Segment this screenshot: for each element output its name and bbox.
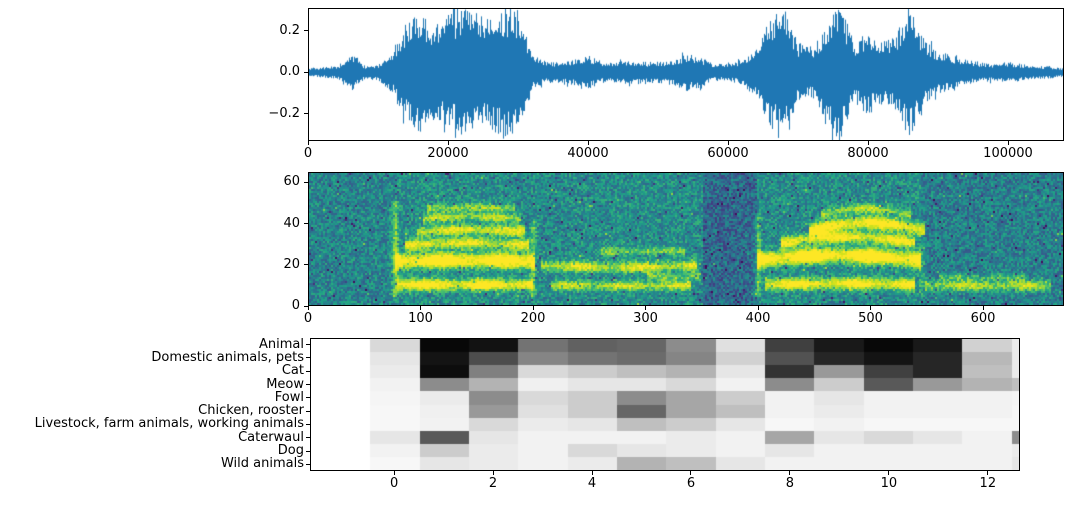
x-tick-mark xyxy=(587,141,589,145)
class-row-label: Domestic animals, pets xyxy=(151,349,304,365)
x-tick-mark xyxy=(492,471,494,475)
class-row-label: Fowl xyxy=(274,389,304,405)
x-tick-label: 0 xyxy=(389,476,399,491)
y-tick-label: 0.2 xyxy=(279,22,300,38)
x-tick-mark xyxy=(888,471,890,475)
x-tick-label: 4 xyxy=(587,476,597,491)
class-tick-mark xyxy=(306,463,310,465)
y-tick-label: −0.2 xyxy=(268,105,300,121)
x-tick-mark xyxy=(447,141,449,145)
x-tick-label: 8 xyxy=(785,476,795,491)
x-tick-label: 500 xyxy=(858,311,883,326)
x-tick-mark xyxy=(867,141,869,145)
x-tick-mark xyxy=(789,471,791,475)
waveform-axes xyxy=(308,8,1064,141)
class-row-label: Wild animals xyxy=(220,456,304,472)
class-row-label: Caterwaul xyxy=(238,429,304,445)
x-tick-label: 2 xyxy=(488,476,498,491)
y-tick-mark xyxy=(304,264,308,266)
spectrogram-axes xyxy=(308,172,1064,306)
x-tick-label: 100 xyxy=(408,311,433,326)
y-tick-label: 0 xyxy=(291,298,300,313)
y-tick-label: 0.0 xyxy=(279,64,300,80)
x-tick-mark xyxy=(393,471,395,475)
x-tick-label: 12 xyxy=(979,476,997,491)
y-tick-mark xyxy=(304,113,308,115)
y-tick-label: 40 xyxy=(283,215,300,231)
x-tick-mark xyxy=(420,306,421,310)
class-tick-mark xyxy=(306,450,310,452)
x-tick-mark xyxy=(727,141,729,145)
x-tick-label: 100000 xyxy=(983,146,1033,161)
class-tick-mark xyxy=(306,344,310,346)
y-tick-mark xyxy=(304,305,308,307)
x-tick-label: 0 xyxy=(303,311,313,326)
class-tick-mark xyxy=(306,397,310,399)
x-tick-label: 20000 xyxy=(427,146,469,161)
class-row-label: Livestock, farm animals, working animals xyxy=(34,416,304,432)
x-tick-label: 400 xyxy=(745,311,771,326)
x-tick-label: 80000 xyxy=(847,146,889,161)
x-tick-mark xyxy=(870,306,871,310)
class-tick-mark xyxy=(306,423,310,425)
class-row-label: Cat xyxy=(281,363,304,379)
x-tick-label: 60000 xyxy=(707,146,749,161)
x-tick-mark xyxy=(307,141,309,145)
x-tick-mark xyxy=(645,306,646,310)
class-row-label: Meow xyxy=(266,376,304,392)
x-tick-mark xyxy=(1007,141,1009,145)
x-tick-mark xyxy=(987,471,989,475)
y-tick-mark xyxy=(304,71,308,73)
x-tick-label: 600 xyxy=(970,311,996,326)
x-tick-label: 300 xyxy=(633,311,658,326)
spectrogram-plot xyxy=(309,173,1063,305)
x-tick-label: 200 xyxy=(520,311,546,326)
x-tick-label: 0 xyxy=(303,146,313,161)
y-tick-mark xyxy=(304,223,308,225)
x-tick-label: 40000 xyxy=(567,146,609,161)
class-row-label: Chicken, rooster xyxy=(198,403,304,419)
x-tick-label: 6 xyxy=(686,476,696,491)
class-tick-mark xyxy=(306,437,310,439)
x-tick-mark xyxy=(982,306,984,310)
x-tick-mark xyxy=(757,306,759,310)
class-tick-mark xyxy=(306,357,310,359)
classification-heatmap xyxy=(311,339,1019,470)
class-tick-mark xyxy=(306,410,310,412)
x-tick-mark xyxy=(690,471,692,475)
class-row-label: Dog xyxy=(277,443,304,459)
y-tick-mark xyxy=(304,30,308,32)
classification-axes xyxy=(310,338,1020,471)
y-tick-mark xyxy=(304,181,308,183)
y-tick-label: 20 xyxy=(283,256,300,272)
class-tick-mark xyxy=(306,384,310,386)
class-tick-mark xyxy=(306,370,310,372)
x-tick-mark xyxy=(532,306,534,310)
waveform-plot xyxy=(309,9,1063,140)
x-tick-mark xyxy=(307,306,309,310)
class-row-label: Animal xyxy=(259,336,304,352)
y-tick-label: 60 xyxy=(283,174,300,190)
x-tick-label: 10 xyxy=(880,476,898,491)
x-tick-mark xyxy=(591,471,593,475)
